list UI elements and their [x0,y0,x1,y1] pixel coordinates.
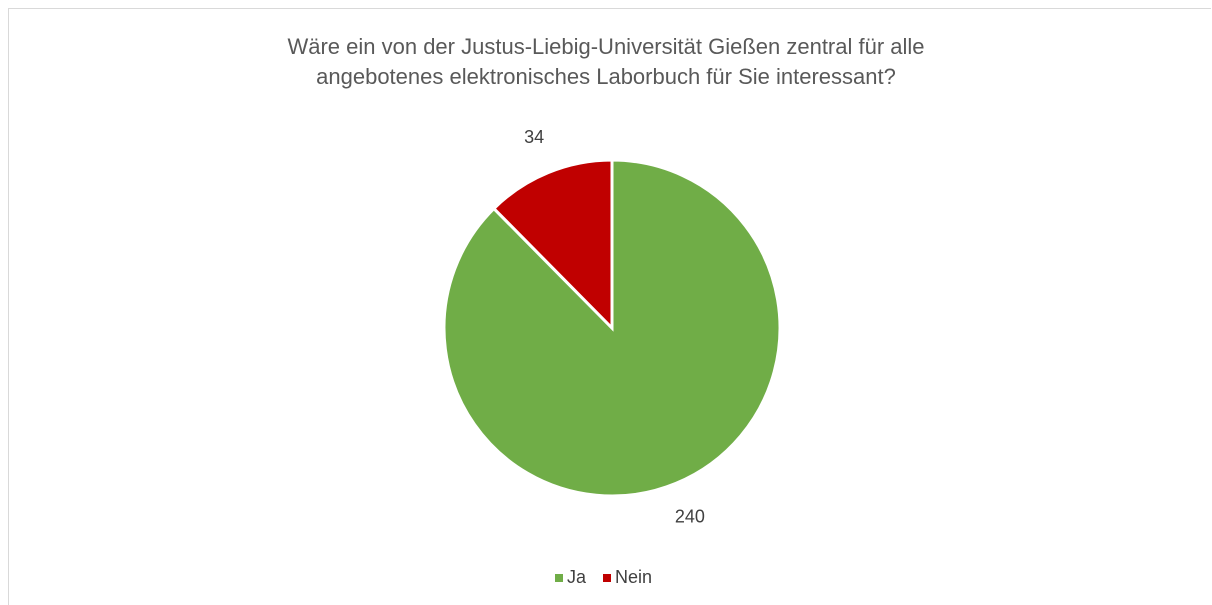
chart-title: Wäre ein von der Justus-Liebig-Universit… [287,34,925,89]
legend-label: Ja [567,567,587,587]
legend-swatch [555,574,563,582]
pie-slice [491,158,614,332]
legend-label: Nein [615,567,652,587]
chart-frame [8,8,1211,605]
legend-swatch [603,574,611,582]
data-label: 240 [675,506,705,526]
data-label: 34 [524,127,544,147]
